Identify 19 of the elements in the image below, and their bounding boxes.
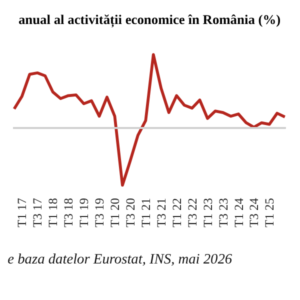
x-tick-label: T3 17 <box>30 198 45 228</box>
x-tick-label: T1 24 <box>232 197 246 228</box>
x-tick-label: T3 24 <box>247 197 262 228</box>
x-tick-label: T3 22 <box>185 198 200 228</box>
x-tick-label: T1 23 <box>200 198 215 228</box>
x-tick-label: T1 21 <box>138 198 153 228</box>
x-tick-label: T3 23 <box>216 198 230 228</box>
x-tick-label: T1 19 <box>77 198 92 228</box>
text: e baza datelor Eurostat, INS, mai 2026 <box>8 252 233 268</box>
x-tick-label: T3 19 <box>92 198 107 228</box>
x-tick-label: T3 21 <box>154 198 168 228</box>
x-tick-label: T1 18 <box>46 198 60 228</box>
x-tick-label: T1 17 <box>15 198 30 228</box>
x-tick-label: T1 20 <box>108 198 122 228</box>
chart-title: anual al activității economice în România (%) <box>18 12 281 28</box>
x-tick-label: T1 25 <box>262 198 277 228</box>
x-tick-label: T1 22 <box>170 198 184 228</box>
x-tick-label: T3 20 <box>124 198 138 228</box>
x-tick-label: T3 18 <box>62 198 76 228</box>
